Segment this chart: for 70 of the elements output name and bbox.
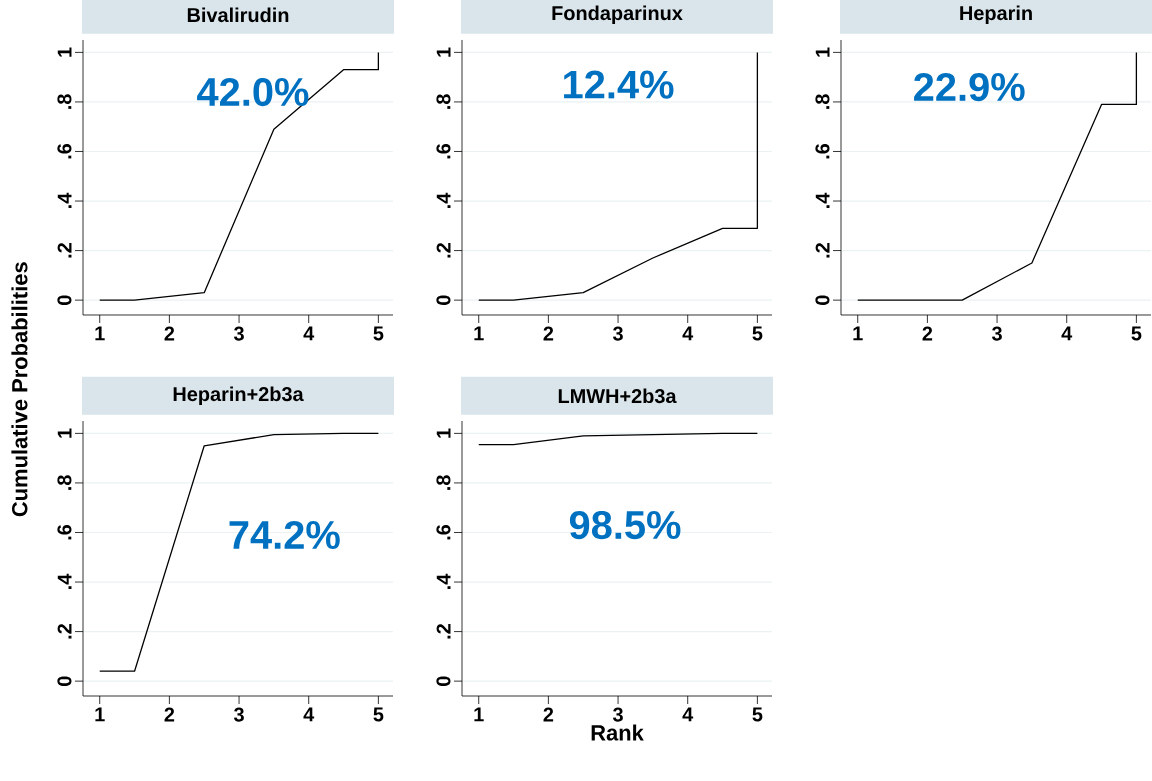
y-tick-label: 0	[436, 295, 451, 305]
x-tick-label: 3	[612, 326, 623, 341]
x-tick-label: 4	[682, 326, 694, 341]
x-tick-label: 1	[95, 326, 105, 341]
annotation: 12.4%	[564, 70, 674, 99]
x-tick-label: 1	[853, 326, 863, 341]
x-tick-label: 5	[373, 707, 384, 722]
x-tick-label: 5	[373, 326, 384, 341]
chart-title: Heparin+2b3a	[173, 386, 304, 406]
x-tick-label: 4	[682, 707, 694, 722]
y-tick-label: 1	[436, 47, 451, 57]
y-tick-label: .6	[436, 524, 451, 540]
y-tick-label: .2	[436, 243, 451, 258]
line-series	[99, 51, 380, 301]
x-tick-label: 4	[303, 326, 315, 341]
y-tick-label: .8	[57, 94, 72, 109]
chart-title: Fondaparinux	[552, 5, 683, 25]
line-series	[99, 432, 380, 672]
x-tick-label: 3	[991, 326, 1002, 341]
x-tick-label: 1	[474, 707, 484, 722]
x-tick-label: 2	[922, 326, 933, 341]
x-tick-label: 4	[303, 707, 315, 722]
x-tick-label: 4	[1061, 326, 1073, 341]
x-tick-label: 2	[543, 326, 554, 341]
y-tick-label: .4	[436, 192, 451, 208]
x-tick-label: 1	[474, 326, 484, 341]
chart-title: Bivalirudin	[187, 7, 289, 23]
y-tick-label: .2	[57, 624, 72, 639]
x-tick-label: 3	[612, 707, 623, 722]
y-tick-label: .4	[57, 192, 72, 208]
annotation: 74.2%	[229, 520, 340, 550]
x-tick-label: 1	[95, 707, 105, 722]
y-tick-label: 0	[436, 676, 451, 686]
y-tick-label: .2	[815, 243, 830, 258]
y-tick-label: .4	[436, 573, 451, 589]
y-tick-label: .8	[815, 94, 830, 109]
y-tick-label: .6	[815, 143, 830, 159]
y-tick-label: 1	[815, 47, 830, 57]
y-tick-label: .8	[57, 475, 72, 490]
y-tick-label: .6	[57, 143, 72, 159]
chart-title: Heparin	[960, 5, 1032, 25]
y-tick-label: 0	[815, 295, 830, 305]
y-tick-label: 1	[57, 47, 72, 57]
y-tick-label: .8	[436, 475, 451, 490]
x-tick-label: 5	[1131, 326, 1142, 341]
annotation: 22.9%	[914, 72, 1025, 102]
x-tick-label: 2	[164, 326, 175, 341]
line-series	[478, 51, 759, 301]
y-tick-label: .2	[436, 624, 451, 639]
y-tick-label: .6	[57, 524, 72, 540]
x-tick-label: 5	[752, 707, 763, 722]
x-tick-label: 3	[233, 326, 244, 341]
y-axis-title: Cumulative Probabilities	[11, 262, 28, 517]
chart-title: LMWH+2b3a	[558, 388, 677, 404]
x-axis-title: Rank	[591, 724, 644, 741]
x-tick-label: 5	[752, 326, 763, 341]
y-tick-label: 0	[57, 676, 72, 686]
x-tick-label: 2	[543, 707, 554, 722]
y-tick-label: .6	[436, 143, 451, 159]
y-tick-label: 0	[57, 295, 72, 305]
annotation: 42.0%	[197, 77, 309, 107]
y-tick-label: .4	[57, 573, 72, 589]
y-tick-label: 1	[436, 428, 451, 438]
x-tick-label: 2	[164, 707, 175, 722]
y-tick-label: .4	[815, 192, 830, 208]
x-tick-label: 3	[233, 707, 244, 722]
y-tick-label: .2	[57, 243, 72, 258]
y-tick-label: .8	[436, 94, 451, 109]
annotation: 98.5%	[569, 510, 681, 540]
y-tick-label: 1	[57, 428, 72, 438]
